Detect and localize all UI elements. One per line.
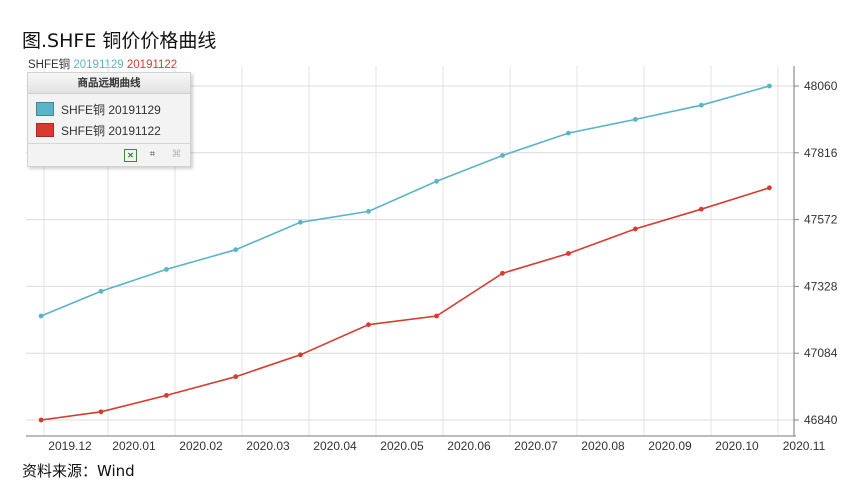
data-point-0[interactable]: [633, 117, 638, 122]
data-point-1[interactable]: [767, 185, 772, 191]
y-tick-label: 47816: [804, 146, 838, 160]
data-point-0[interactable]: [366, 209, 371, 214]
subtitle-prefix: SHFE铜: [28, 59, 71, 71]
data-point-1[interactable]: [366, 322, 371, 328]
data-point-0[interactable]: [233, 247, 239, 253]
x-tick-label: 2020.03: [246, 439, 290, 453]
data-point-1[interactable]: [164, 393, 169, 398]
x-tick-label: 2020.07: [514, 439, 558, 453]
data-point-0[interactable]: [38, 313, 44, 319]
data-point-0[interactable]: [298, 219, 303, 225]
chart-subtitle: SHFE铜 20191129 20191122: [28, 56, 177, 72]
x-tick-label: 2020.06: [447, 439, 491, 453]
axes: [26, 66, 799, 437]
legend-label-series-a: SHFE铜 20191129: [61, 102, 161, 117]
x-tick-label: 2020.05: [380, 439, 424, 453]
data-point-0[interactable]: [500, 153, 505, 158]
data-point-1[interactable]: [500, 270, 505, 276]
data-point-0[interactable]: [566, 130, 571, 136]
x-tick-label: 2020.01: [112, 439, 156, 453]
legend-item-series-a[interactable]: SHFE铜 20191129: [36, 101, 161, 117]
x-tick-label: 2020.09: [648, 439, 692, 453]
data-point-1[interactable]: [298, 352, 303, 358]
series-line-0: [40, 85, 770, 317]
data-point-1[interactable]: [98, 409, 104, 415]
x-tick-label: 2020.08: [581, 439, 625, 453]
y-tick-labels: 48060 47816 47572 47328 47084 46840: [804, 79, 838, 427]
data-point-0[interactable]: [767, 83, 772, 89]
legend-toolbar: ✕ ⌗ ⌘: [28, 143, 190, 166]
subtitle-series-b: 20191122: [126, 59, 178, 71]
x-tick-label: 2020.10: [715, 439, 759, 453]
x-tick-label: 2020.04: [313, 439, 357, 453]
data-point-1[interactable]: [233, 374, 239, 380]
x-tick-label: 2020.02: [179, 439, 223, 453]
data-point-0[interactable]: [434, 178, 439, 184]
subtitle-series-a: 20191129: [73, 59, 124, 71]
disabled-tool-icon: ⌘: [171, 149, 182, 160]
y-tick-label: 47572: [804, 213, 838, 227]
data-point-1[interactable]: [38, 417, 44, 423]
series-line-1: [40, 187, 770, 421]
y-tick-label: 46840: [804, 413, 838, 427]
x-tick-labels: 2019.12 2020.01 2020.02 2020.03 2020.04 2020.…: [48, 439, 825, 453]
data-point-0[interactable]: [698, 102, 704, 108]
y-tick-label: 47328: [804, 279, 838, 293]
data-point-1[interactable]: [698, 206, 704, 212]
y-tick-label: 48060: [804, 79, 838, 93]
legend-panel[interactable]: 商品远期曲线 SHFE铜 20191129 SHFE铜 20191122 ✕ ⌗…: [27, 72, 191, 167]
chart-title: 图.SHFE 铜价价格曲线: [22, 30, 217, 52]
export-excel-icon[interactable]: ✕: [124, 149, 137, 162]
legend-item-series-b[interactable]: SHFE铜 20191122: [36, 122, 161, 138]
crop-icon[interactable]: ⌗: [149, 149, 156, 160]
x-tick-label: 2019.12: [48, 439, 92, 453]
legend-swatch-series-b: [36, 123, 54, 137]
data-point-0[interactable]: [164, 267, 169, 272]
legend-swatch-series-a: [36, 102, 54, 116]
data-point-1[interactable]: [633, 226, 638, 232]
legend-header: 商品远期曲线: [28, 73, 190, 94]
source-note: 资料来源：Wind: [22, 462, 135, 480]
x-tick-label: 2020.11: [783, 439, 826, 453]
data-point-0[interactable]: [98, 288, 104, 294]
data-point-1[interactable]: [566, 251, 571, 256]
data-point-1[interactable]: [434, 313, 439, 319]
legend-label-series-b: SHFE铜 20191122: [61, 123, 161, 138]
y-tick-label: 47084: [804, 346, 838, 360]
series-group: [38, 83, 772, 423]
